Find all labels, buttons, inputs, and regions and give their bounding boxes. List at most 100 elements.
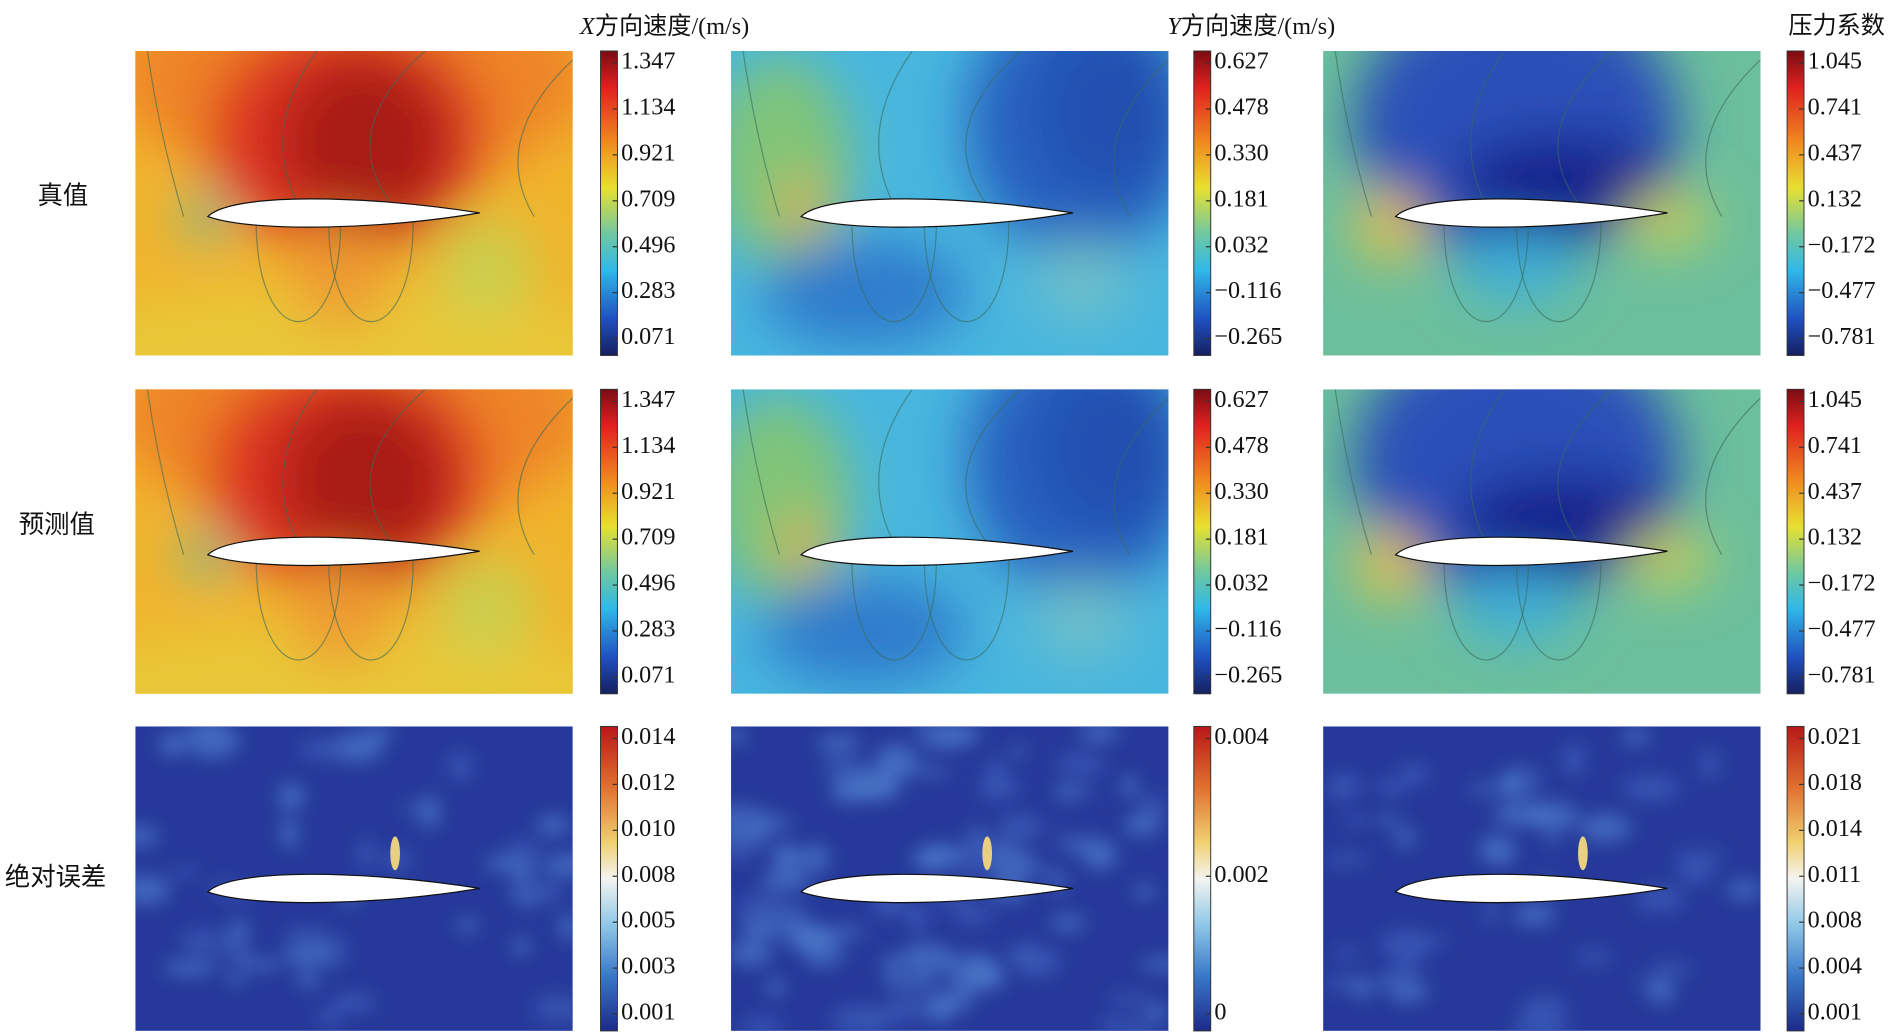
contour-line [255,220,342,322]
field [135,389,573,694]
noise-spot [160,738,183,756]
contour-line [369,50,426,217]
noise-spot [1140,957,1169,972]
colorbar-tick-label: 0.330 [1214,478,1268,505]
colorbar-tick-label: 0.011 [1808,861,1861,888]
contour-panel [731,389,1169,694]
colorbar-tick-label: 1.347 [621,48,675,75]
noise-spot [1622,774,1679,802]
noise-spot [356,839,377,871]
noise-spot [1381,976,1415,994]
airfoil [1394,198,1668,228]
contour-panel [1323,726,1761,1031]
column-title: 压力系数 [1788,13,1885,40]
contour-line [1705,59,1761,217]
colorbar-tick-label: 0.032 [1214,231,1268,258]
colorbar-tick-label: 0.004 [1808,953,1862,980]
colorbar [600,50,618,356]
noise-spot [282,944,331,966]
contour-line [965,50,1022,217]
noise-spot [1082,843,1117,871]
noise-spot [1008,746,1028,757]
colorbar-tick-label: 0.018 [1808,769,1862,796]
airfoil [1394,536,1668,567]
noise-spot [1646,981,1676,1004]
field [1323,50,1761,356]
airfoil [206,536,480,567]
colorbar-tick-label: 0.001 [1808,999,1862,1026]
colorbar-tick-label: 0.004 [1214,723,1268,750]
contour-line [255,558,342,661]
noise-spot [1352,977,1374,999]
contour-line [328,220,414,322]
colorbar-tick-label: 0.014 [1808,815,1862,842]
row-label: 真值 [37,180,88,210]
error-hotspot [982,836,993,871]
colorbar-tick-label: −0.265 [1214,323,1282,350]
contour-line [517,59,573,217]
colorbar [600,725,618,1032]
colorbar-tick-label: 0.496 [621,570,675,597]
colorbar-tick-label: 0.921 [621,478,675,505]
noise-spot [986,849,1039,880]
error-hotspot [1578,836,1588,871]
noise-spot [882,975,941,989]
noise-spot [933,728,983,741]
noise-spot [1513,903,1556,927]
noise-spot [1499,769,1524,798]
noise-spot [1470,779,1489,799]
field [135,50,573,356]
noise-spot [1102,1014,1122,1031]
noise-spot [1650,962,1691,977]
noise-spot [280,816,299,850]
noise-spot [135,874,170,905]
colorbar-tick-label: −0.116 [1214,616,1281,643]
noise-spot [785,923,833,954]
field-region [437,220,535,317]
error-hotspot [390,836,400,871]
noise-spot [532,994,573,1023]
noise-spot [1378,814,1398,828]
noise-spot [344,730,377,745]
colorbar-tick-label: 0.496 [621,231,675,258]
field-blobs [135,50,573,356]
noise-spot [996,812,1044,843]
contour-line [1557,50,1614,217]
noise-spot [1133,884,1156,899]
colorbar-tick-label: −0.781 [1808,661,1876,688]
colorbar-tick-label: 0 [1214,999,1226,1026]
field-region [1456,232,1577,305]
airfoil [206,873,480,904]
noise-spot [1726,880,1761,900]
colorbar-tick-label: 0.437 [1808,139,1862,166]
contour-line [1515,220,1602,322]
noise-spot [1403,935,1449,946]
contour-line [742,389,780,556]
contour-line [923,558,1010,661]
colorbar-tick-label: 0.132 [1808,524,1862,551]
colorbar-tick-label: 0.330 [1214,139,1268,166]
colorbar-tick-label: 0.002 [1214,861,1268,888]
airfoil [799,536,1074,567]
field-region [731,395,852,601]
contour-line [328,558,414,661]
colorbar-tick-label: 1.045 [1808,386,1862,413]
colorbar-tick-label: 0.741 [1808,432,1862,459]
colorbar-tick-label: 1.134 [621,94,675,121]
colorbar-tick-label: 1.134 [621,432,675,459]
noise-spot [1621,727,1650,745]
colorbar-tick-label: 0.012 [621,769,675,796]
noise-spot [977,775,1020,801]
noise-spot [1490,852,1515,864]
contour-panel [731,726,1169,1031]
noise-spot [1332,948,1362,960]
colorbar-tick-label: −0.265 [1214,661,1282,688]
noise-spot [754,905,808,932]
noise-spot [884,994,913,1025]
noise-spot [447,752,474,781]
noise-spot [1325,772,1362,802]
noise-spot [740,1016,783,1031]
contour-line [1334,389,1373,556]
field-region [280,395,450,565]
